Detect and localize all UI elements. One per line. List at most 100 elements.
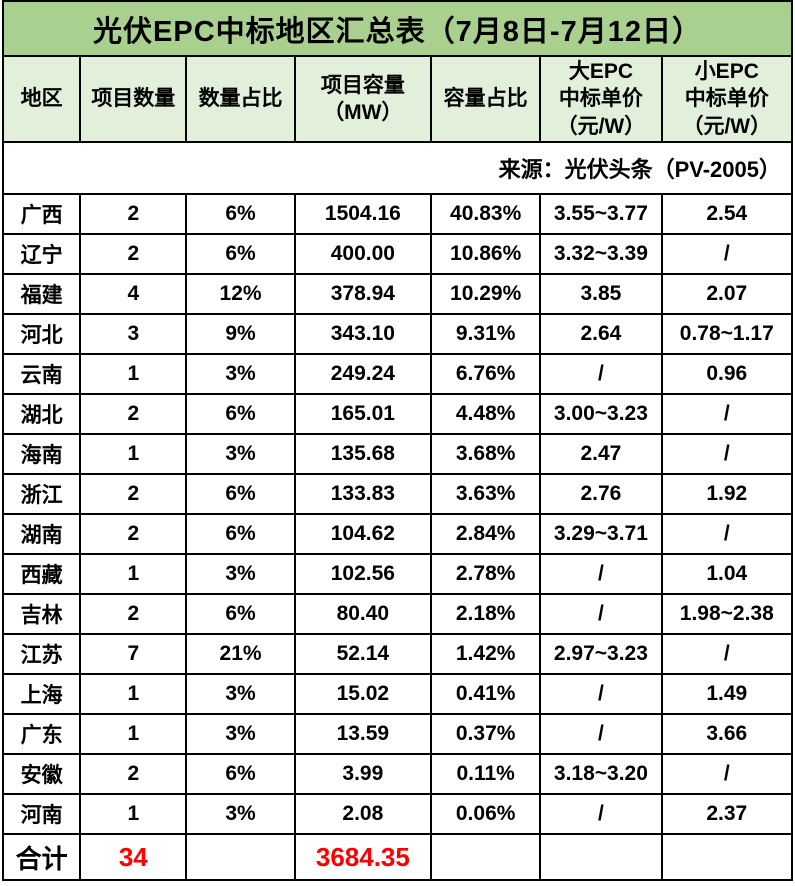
cell-project-count: 1 — [79, 673, 188, 715]
data-row: 浙江 2 6% 133.83 3.63% 2.76 1.92 — [1, 473, 794, 515]
cell-small-epc-price: 1.92 — [660, 473, 794, 515]
cell-region: 安徽 — [1, 753, 82, 795]
cell-project-count: 2 — [79, 393, 188, 435]
total-large-epc-empty — [539, 833, 663, 881]
cell-small-epc-price: 1.04 — [660, 553, 794, 595]
cell-count-share: 6% — [185, 233, 296, 275]
cell-small-epc-price: / — [660, 633, 794, 675]
cell-capacity-share: 2.84% — [430, 513, 542, 555]
cell-large-epc-price: / — [539, 553, 663, 595]
cell-project-count: 1 — [79, 793, 188, 835]
data-row: 云南 1 3% 249.24 6.76% / 0.96 — [1, 353, 794, 395]
cell-project-count: 2 — [79, 513, 188, 555]
cell-small-epc-price: 2.07 — [660, 273, 794, 315]
cell-large-epc-price: 3.85 — [539, 273, 663, 315]
cell-project-count: 1 — [79, 713, 188, 755]
cell-capacity: 249.24 — [293, 353, 433, 395]
cell-capacity-share: 9.31% — [430, 313, 542, 355]
cell-region: 广西 — [1, 193, 82, 235]
cell-capacity: 400.00 — [293, 233, 433, 275]
cell-count-share: 9% — [185, 313, 296, 355]
cell-capacity: 378.94 — [293, 273, 433, 315]
cell-region: 云南 — [1, 353, 82, 395]
cell-region: 浙江 — [1, 473, 82, 515]
source-note: 来源：光伏头条（PV-2005） — [2, 141, 793, 195]
cell-region: 辽宁 — [1, 233, 82, 275]
cell-large-epc-price: 3.00~3.23 — [539, 393, 663, 435]
cell-capacity-share: 0.11% — [430, 753, 542, 795]
data-row: 辽宁 2 6% 400.00 10.86% 3.32~3.39 / — [1, 233, 794, 275]
col-header-capacity-share: 容量占比 — [430, 55, 542, 143]
cell-capacity-share: 40.83% — [430, 193, 542, 235]
cell-capacity-share: 0.06% — [430, 793, 542, 835]
cell-small-epc-price: 2.37 — [660, 793, 794, 835]
cell-capacity-share: 0.37% — [430, 713, 542, 755]
cell-project-count: 2 — [79, 193, 188, 235]
cell-large-epc-price: 3.32~3.39 — [539, 233, 663, 275]
cell-capacity: 15.02 — [293, 673, 433, 715]
cell-project-count: 7 — [79, 633, 188, 675]
cell-small-epc-price: 1.98~2.38 — [660, 593, 794, 635]
data-row: 广东 1 3% 13.59 0.37% / 3.66 — [1, 713, 794, 755]
cell-project-count: 2 — [79, 233, 188, 275]
cell-small-epc-price: 1.49 — [660, 673, 794, 715]
cell-capacity: 3.99 — [293, 753, 433, 795]
cell-large-epc-price: 2.76 — [539, 473, 663, 515]
cell-count-share: 3% — [185, 793, 296, 835]
cell-count-share: 21% — [185, 633, 296, 675]
source-row: 来源：光伏头条（PV-2005） — [2, 141, 793, 195]
cell-count-share: 6% — [185, 513, 296, 555]
cell-capacity: 135.68 — [293, 433, 433, 475]
table-title: 光伏EPC中标地区汇总表（7月8日-7月12日） — [2, 0, 793, 57]
cell-capacity: 80.40 — [293, 593, 433, 635]
cell-project-count: 4 — [79, 273, 188, 315]
total-project-count: 34 — [79, 833, 188, 881]
cell-region: 海南 — [1, 433, 82, 475]
col-header-count-share: 数量占比 — [185, 55, 296, 143]
cell-capacity: 104.62 — [293, 513, 433, 555]
data-row: 江苏 7 21% 52.14 1.42% 2.97~3.23 / — [1, 633, 794, 675]
cell-small-epc-price: 2.54 — [660, 193, 794, 235]
cell-count-share: 12% — [185, 273, 296, 315]
cell-capacity: 102.56 — [293, 553, 433, 595]
cell-region: 江苏 — [1, 633, 82, 675]
cell-large-epc-price: 2.97~3.23 — [539, 633, 663, 675]
cell-region: 上海 — [1, 673, 82, 715]
cell-count-share: 3% — [185, 433, 296, 475]
cell-capacity: 52.14 — [293, 633, 433, 675]
total-row: 合计 34 3684.35 — [1, 833, 794, 881]
data-row: 上海 1 3% 15.02 0.41% / 1.49 — [1, 673, 794, 715]
cell-project-count: 2 — [79, 753, 188, 795]
total-small-epc-empty — [660, 833, 794, 881]
total-capacity: 3684.35 — [293, 833, 433, 881]
cell-small-epc-price: 0.96 — [660, 353, 794, 395]
cell-region: 湖北 — [1, 393, 82, 435]
cell-project-count: 1 — [79, 553, 188, 595]
cell-capacity-share: 6.76% — [430, 353, 542, 395]
col-header-capacity: 项目容量 （MW） — [293, 55, 433, 143]
data-row: 广西 2 6% 1504.16 40.83% 3.55~3.77 2.54 — [1, 193, 794, 235]
cell-project-count: 1 — [79, 353, 188, 395]
cell-count-share: 3% — [185, 673, 296, 715]
cell-capacity-share: 4.48% — [430, 393, 542, 435]
col-header-project-count: 项目数量 — [79, 55, 188, 143]
data-row: 西藏 1 3% 102.56 2.78% / 1.04 — [1, 553, 794, 595]
total-count-share-empty — [185, 833, 296, 881]
cell-large-epc-price: / — [539, 673, 663, 715]
cell-count-share: 6% — [185, 593, 296, 635]
cell-count-share: 6% — [185, 393, 296, 435]
cell-project-count: 2 — [79, 473, 188, 515]
cell-region: 河南 — [1, 793, 82, 835]
cell-region: 福建 — [1, 273, 82, 315]
total-label: 合计 — [1, 833, 82, 881]
cell-capacity: 2.08 — [293, 793, 433, 835]
cell-region: 河北 — [1, 313, 82, 355]
data-row: 海南 1 3% 135.68 3.68% 2.47 / — [1, 433, 794, 475]
cell-count-share: 6% — [185, 473, 296, 515]
data-row: 河北 3 9% 343.10 9.31% 2.64 0.78~1.17 — [1, 313, 794, 355]
data-row: 安徽 2 6% 3.99 0.11% 3.18~3.20 / — [1, 753, 794, 795]
cell-project-count: 1 — [79, 433, 188, 475]
cell-large-epc-price: 3.55~3.77 — [539, 193, 663, 235]
cell-large-epc-price: / — [539, 593, 663, 635]
